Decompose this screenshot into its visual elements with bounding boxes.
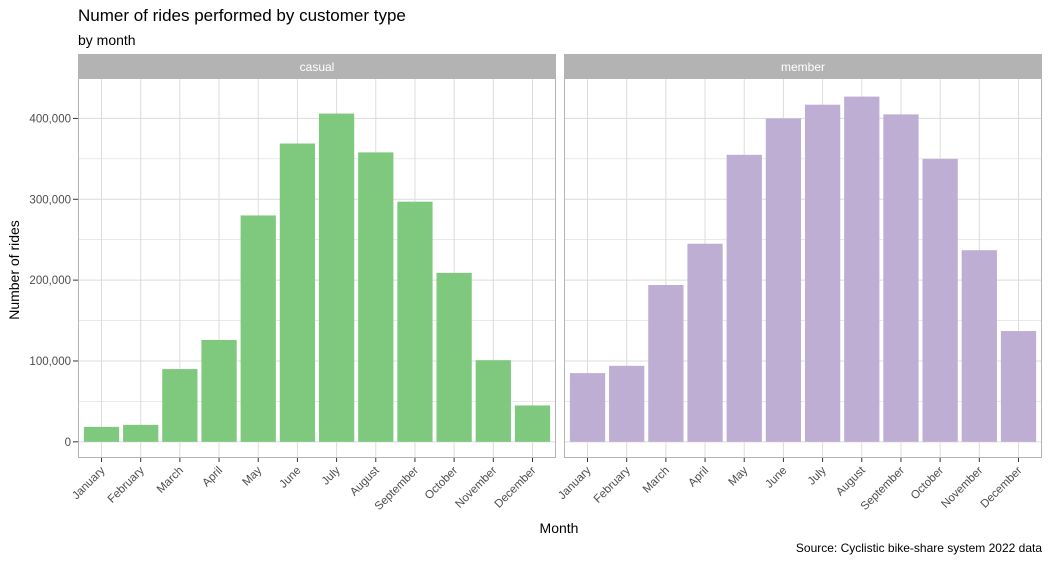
x-tick-label: June xyxy=(277,465,303,491)
chart-title: Numer of rides performed by customer typ… xyxy=(78,6,406,25)
x-tick-label: October xyxy=(423,465,461,503)
x-tick-label: August xyxy=(834,464,868,498)
bar-member-january xyxy=(569,373,606,442)
bar-casual-october xyxy=(436,272,472,442)
bar-member-may xyxy=(726,154,762,442)
bar-member-february xyxy=(609,365,645,442)
y-tick-label: 200,000 xyxy=(29,275,71,287)
bar-casual-february xyxy=(123,424,159,442)
x-tick-label: March xyxy=(155,465,186,496)
bar-member-june xyxy=(765,118,802,442)
bar-member-december xyxy=(1000,331,1037,442)
x-tick-label: May xyxy=(240,464,264,488)
x-tick-label: November xyxy=(453,465,499,511)
y-axis-ticks: 0 100,000 200,000 300,000 400,000 xyxy=(29,113,78,449)
y-tick-label: 400,000 xyxy=(29,113,71,125)
y-axis-title: Number of rides xyxy=(6,220,22,320)
x-tick-label: December xyxy=(493,465,539,511)
x-tick-label: August xyxy=(348,464,382,498)
bar-member-march xyxy=(648,284,684,442)
x-tick-label: May xyxy=(726,464,750,488)
bar-casual-july xyxy=(318,113,355,442)
panel-border xyxy=(564,78,1042,458)
x-tick-label: January xyxy=(556,464,594,502)
x-tick-label: April xyxy=(200,465,225,490)
bar-casual-august xyxy=(358,152,394,442)
x-tick-label: December xyxy=(979,465,1025,511)
bar-member-september xyxy=(883,114,919,442)
facet-strip xyxy=(564,54,1042,78)
chart-subtitle: by month xyxy=(78,32,136,48)
bar-casual-april xyxy=(201,339,237,442)
facet-strip-label: member xyxy=(781,60,825,74)
x-tick-label: July xyxy=(320,464,343,487)
bar-member-november xyxy=(961,250,997,442)
bar-member-july xyxy=(804,104,841,442)
bar-casual-september xyxy=(397,201,433,442)
x-tick-label: June xyxy=(763,465,789,491)
x-tick-label: February xyxy=(106,464,147,505)
x-tick-label: February xyxy=(592,464,633,505)
bar-casual-november xyxy=(475,360,511,442)
panel-border xyxy=(78,78,556,458)
bar-casual-january xyxy=(83,426,120,442)
bar-casual-march xyxy=(162,369,198,442)
y-tick-label: 300,000 xyxy=(29,194,71,206)
x-tick-label: April xyxy=(686,465,711,490)
bar-member-october xyxy=(922,158,958,442)
bar-member-august xyxy=(844,96,880,442)
facet-strip-label: casual xyxy=(300,60,335,74)
y-tick-label: 100,000 xyxy=(29,356,71,368)
bar-casual-june xyxy=(279,143,316,442)
x-tick-label: January xyxy=(70,464,108,502)
facet-strip xyxy=(78,54,556,78)
x-tick-label: November xyxy=(939,465,985,511)
chart-caption: Source: Cyclistic bike-share system 2022… xyxy=(795,541,1042,555)
x-tick-label: March xyxy=(641,465,672,496)
y-tick-label: 0 xyxy=(65,437,71,449)
x-tick-label: July xyxy=(806,464,829,487)
x-tick-label: October xyxy=(909,465,947,503)
bar-casual-december xyxy=(514,405,551,442)
x-axis-title: Month xyxy=(540,520,579,536)
bar-member-april xyxy=(687,243,723,442)
bar-casual-may xyxy=(240,215,276,442)
